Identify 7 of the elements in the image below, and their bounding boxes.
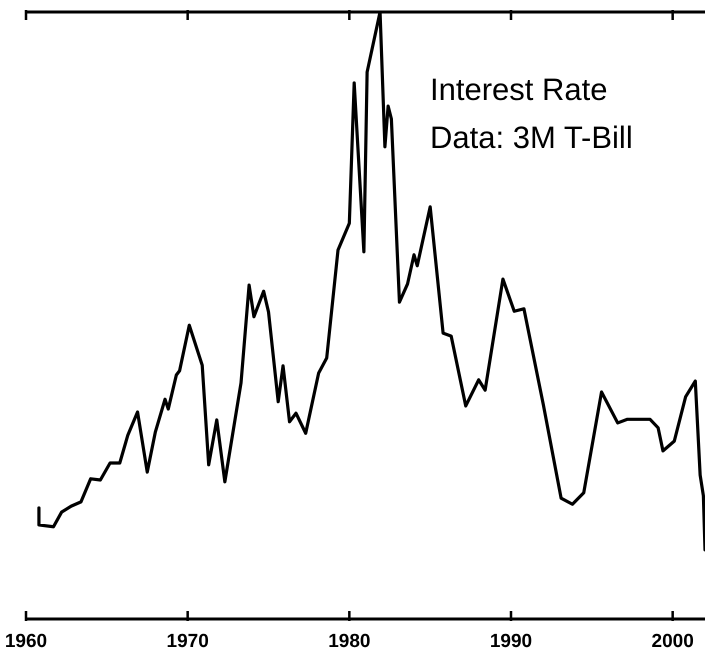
x-tick-label: 2000	[652, 631, 694, 652]
annotation: Data: 3M T-Bill	[430, 120, 633, 156]
x-tick-label: 1980	[328, 631, 370, 652]
annotation: Interest Rate	[430, 72, 608, 108]
x-tick-label: 1990	[490, 631, 532, 652]
x-tick-label: 1960	[4, 631, 48, 652]
x-tick-label: 1970	[166, 631, 209, 652]
